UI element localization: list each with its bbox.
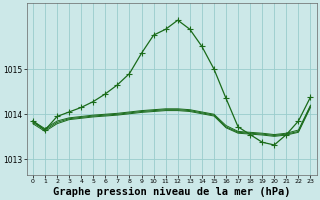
X-axis label: Graphe pression niveau de la mer (hPa): Graphe pression niveau de la mer (hPa) xyxy=(53,186,291,197)
